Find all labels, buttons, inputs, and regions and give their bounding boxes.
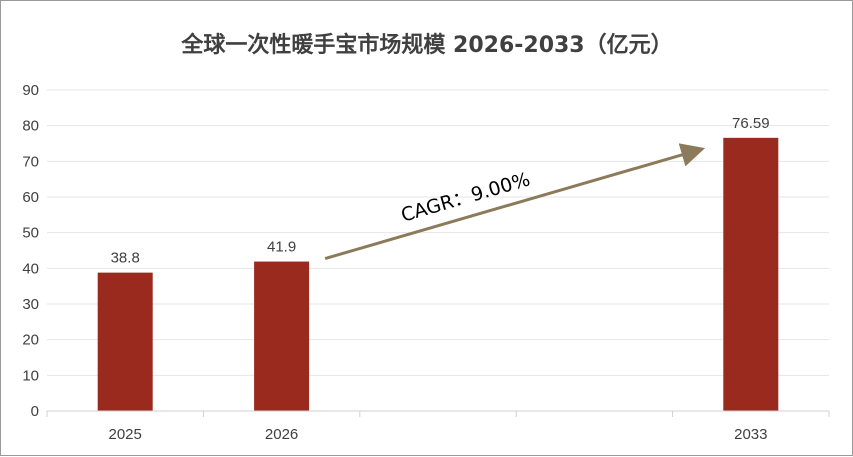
bar-2026	[254, 261, 310, 411]
data-labels: 38.8 41.9 76.59	[111, 115, 770, 267]
x-axis-ticks: 2025 2026 2033	[46, 411, 830, 443]
y-tick-label: 70	[22, 153, 39, 170]
data-label-2033: 76.59	[732, 115, 770, 132]
bar-2025	[97, 272, 153, 411]
data-label-2025: 38.8	[111, 250, 140, 267]
y-tick-label: 20	[22, 332, 39, 349]
cagr-annotation: CAGR：9.00%	[324, 143, 706, 260]
x-tick-label: 2033	[734, 426, 767, 443]
data-label-2026: 41.9	[267, 239, 296, 256]
x-tick-label: 2026	[265, 426, 298, 443]
y-tick-label: 30	[22, 296, 39, 313]
y-tick-label: 50	[22, 225, 39, 242]
chart-title: 全球一次性暖手宝市场规模 2026-2033（亿元）	[180, 32, 672, 58]
y-tick-label: 40	[22, 260, 39, 277]
bars	[97, 137, 779, 412]
y-tick-label: 80	[22, 118, 39, 135]
y-tick-label: 60	[22, 189, 39, 206]
gridlines	[47, 89, 829, 376]
y-tick-label: 10	[22, 367, 39, 384]
bar-2033	[723, 137, 779, 412]
x-tick-label: 2025	[109, 426, 142, 443]
cagr-arrow	[324, 143, 706, 260]
y-axis-ticks: 0 10 20 30 40 50 60 70 80 90	[22, 82, 39, 420]
y-tick-label: 0	[31, 403, 39, 420]
y-tick-label: 90	[22, 82, 39, 99]
